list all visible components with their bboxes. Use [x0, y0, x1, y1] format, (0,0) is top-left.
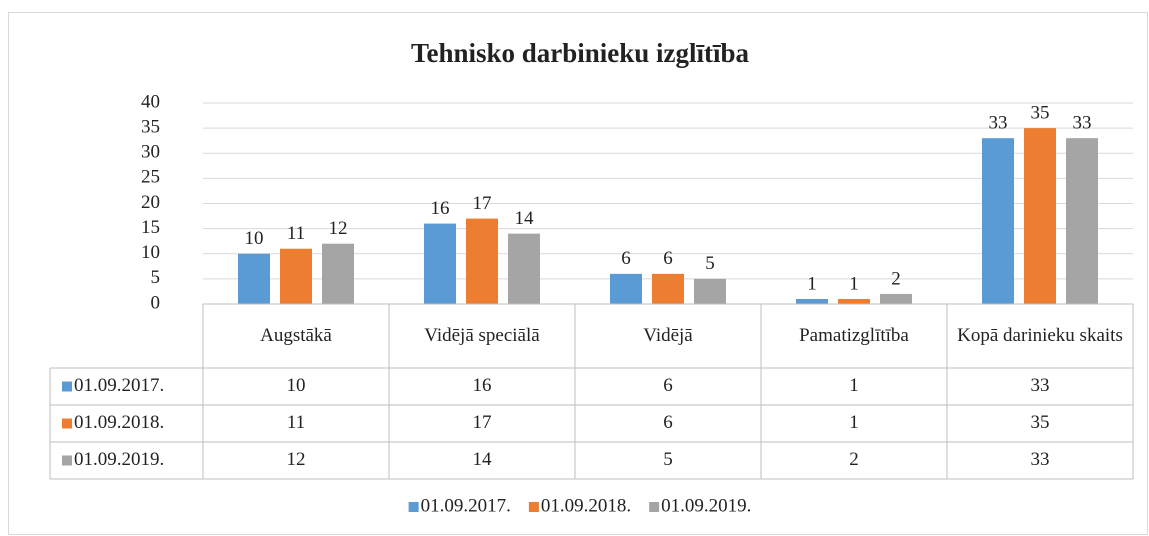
- y-tick-label: 0: [151, 292, 161, 313]
- data-label: 11: [287, 223, 305, 244]
- category-label: Vidējā: [643, 325, 693, 346]
- bar: [1024, 128, 1056, 304]
- table-cell: 6: [663, 375, 673, 396]
- table-cell: 1: [849, 412, 859, 433]
- bar: [838, 298, 870, 304]
- table-cell: 17: [473, 412, 492, 433]
- row-label: 01.09.2019.: [74, 449, 164, 470]
- table-cell: 11: [287, 412, 305, 433]
- table-cell: 2: [849, 449, 859, 470]
- data-label: 2: [891, 268, 901, 289]
- y-tick-label: 25: [141, 167, 160, 188]
- y-tick-label: 10: [141, 242, 160, 263]
- y-tick-label: 35: [141, 116, 160, 137]
- table-cell: 16: [473, 375, 492, 396]
- table-cell: 6: [663, 412, 673, 433]
- bar: [280, 248, 312, 304]
- row-label: 01.09.2018.: [74, 412, 164, 433]
- row-label: 01.09.2017.: [74, 375, 164, 396]
- bar: [880, 293, 912, 304]
- y-tick-label: 40: [141, 91, 160, 112]
- category-label: Vidējā speciālā: [424, 325, 540, 346]
- table-header-cell: Kopā darinieku skaits: [957, 325, 1123, 346]
- legend-key: [649, 502, 660, 512]
- legend-item: 01.09.2018.: [528, 495, 631, 516]
- bar: [694, 278, 726, 304]
- legend-key: [62, 418, 72, 429]
- bar: [508, 233, 540, 304]
- table-cell: 12: [287, 449, 306, 470]
- legend-key: [62, 381, 72, 392]
- bar: [238, 253, 270, 304]
- table-cell: 10: [287, 375, 306, 396]
- legend-label: 01.09.2019.: [661, 495, 751, 516]
- table-cell: 35: [1031, 412, 1050, 433]
- category-label: Pamatizglītība: [799, 325, 909, 346]
- bar: [982, 138, 1014, 304]
- legend-label: 01.09.2018.: [541, 495, 631, 516]
- table-header-cell: Augstākā: [260, 325, 332, 346]
- legend-key: [408, 502, 419, 512]
- legend-key: [528, 502, 539, 512]
- bar: [322, 243, 354, 304]
- data-label: 17: [473, 193, 492, 214]
- data-label: 12: [329, 218, 348, 239]
- table-cell: 33: [1031, 375, 1050, 396]
- legend-item: 01.09.2019.: [649, 495, 751, 516]
- table-cell: 1: [849, 375, 859, 396]
- data-label: 14: [515, 208, 535, 229]
- data-label: 1: [807, 273, 817, 294]
- legend-item: 01.09.2017.: [408, 495, 511, 516]
- table-header-cell: Vidējā speciālā: [424, 325, 540, 346]
- y-tick-label: 15: [141, 217, 160, 238]
- category-label: Kopā darinieku skaits: [957, 325, 1123, 346]
- table-header-cell: Pamatizglītība: [799, 325, 909, 346]
- data-label: 16: [431, 198, 450, 219]
- data-label: 35: [1031, 102, 1050, 123]
- bar: [424, 223, 456, 304]
- table-cell: 14: [473, 449, 493, 470]
- data-label: 33: [989, 113, 1008, 134]
- y-tick-label: 30: [141, 142, 160, 163]
- category-label: Augstākā: [260, 325, 332, 346]
- chart-border: [8, 12, 1148, 535]
- bar: [466, 218, 498, 304]
- bar: [796, 298, 828, 304]
- data-label: 1: [849, 273, 859, 294]
- chart-title: Tehnisko darbinieku izglītība: [411, 38, 750, 68]
- bar: [652, 273, 684, 304]
- data-label: 33: [1073, 113, 1092, 134]
- data-label: 6: [663, 248, 673, 269]
- y-tick-label: 20: [141, 192, 160, 213]
- data-label: 6: [621, 248, 631, 269]
- data-label: 10: [245, 228, 264, 249]
- y-tick-label: 5: [151, 267, 161, 288]
- table-cell: 5: [663, 449, 673, 470]
- data-label: 5: [705, 253, 715, 274]
- legend-key: [62, 455, 72, 466]
- bar: [1066, 138, 1098, 304]
- table-cell: 33: [1031, 449, 1050, 470]
- table-header-cell: Vidējā: [643, 325, 693, 346]
- bar: [610, 273, 642, 304]
- legend-label: 01.09.2017.: [421, 495, 511, 516]
